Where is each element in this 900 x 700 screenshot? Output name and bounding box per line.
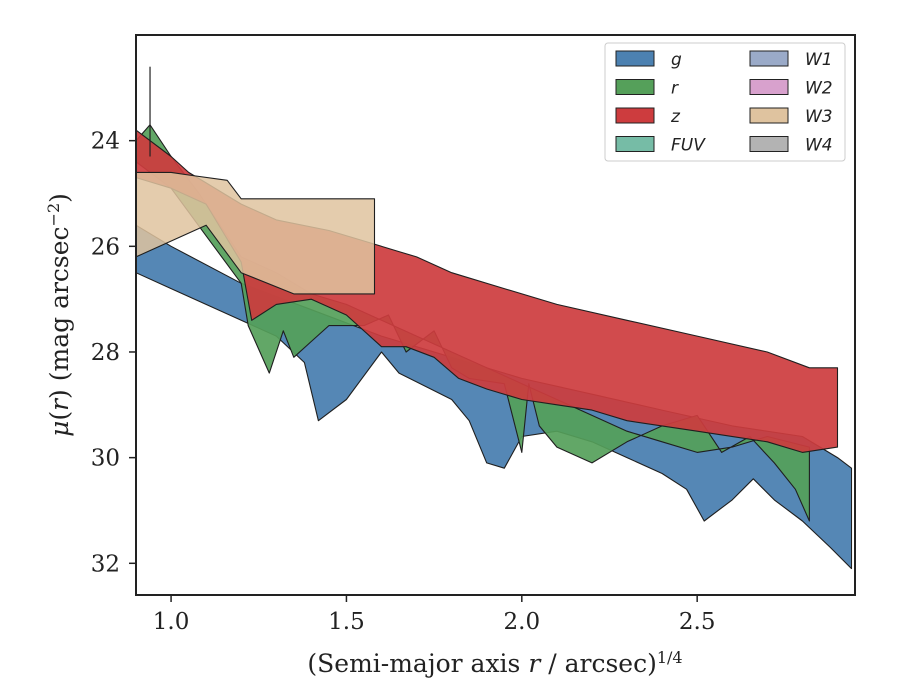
legend-label-r: r [671,79,679,99]
series-W3-band [136,171,376,295]
legend-label-g: g [671,50,682,70]
legend-label-w4: W4 [805,136,833,156]
legend-swatch-w2 [749,79,789,95]
y-tick-label: 24 [91,129,120,155]
x-axis-title: (Semi-major axis r / arcsec)1/4 [307,648,682,679]
x-tick-label: 1.0 [153,609,190,635]
legend-swatch-z [615,107,655,124]
legend-label-w2: W2 [805,79,833,99]
y-tick-label: 28 [91,340,120,366]
y-tick-label: 32 [91,551,120,577]
legend-label-z: z [670,107,681,127]
legend-label-fuv: FUV [671,136,706,156]
y-axis-title: μ(r) (mag arcsec−2) [44,193,75,437]
x-tick-label: 2.0 [504,609,541,635]
x-axis: 1.0 1.5 2.0 2.5 [153,595,716,635]
y-axis: 24 26 28 30 32 [91,129,136,577]
legend-label-w3: W3 [805,107,833,127]
x-tick-label: 2.5 [679,609,716,635]
legend-label-w1: W1 [805,50,833,70]
legend: grz FUV W1 W2 W3 W4 [604,42,846,162]
legend-swatch-w4 [749,136,789,152]
y-tick-label: 26 [91,234,120,260]
legend-frame [604,42,846,162]
legend-swatch-r [615,79,655,95]
y-tick-label: 30 [91,446,120,472]
x-tick-label: 1.5 [328,609,365,635]
series-layer [136,124,853,570]
legend-swatch-fuv [615,136,655,152]
legend-swatch-g [615,50,655,67]
legend-swatch-w3 [749,107,789,124]
plot-frame [135,34,856,596]
legend-swatch-w1 [749,50,789,67]
